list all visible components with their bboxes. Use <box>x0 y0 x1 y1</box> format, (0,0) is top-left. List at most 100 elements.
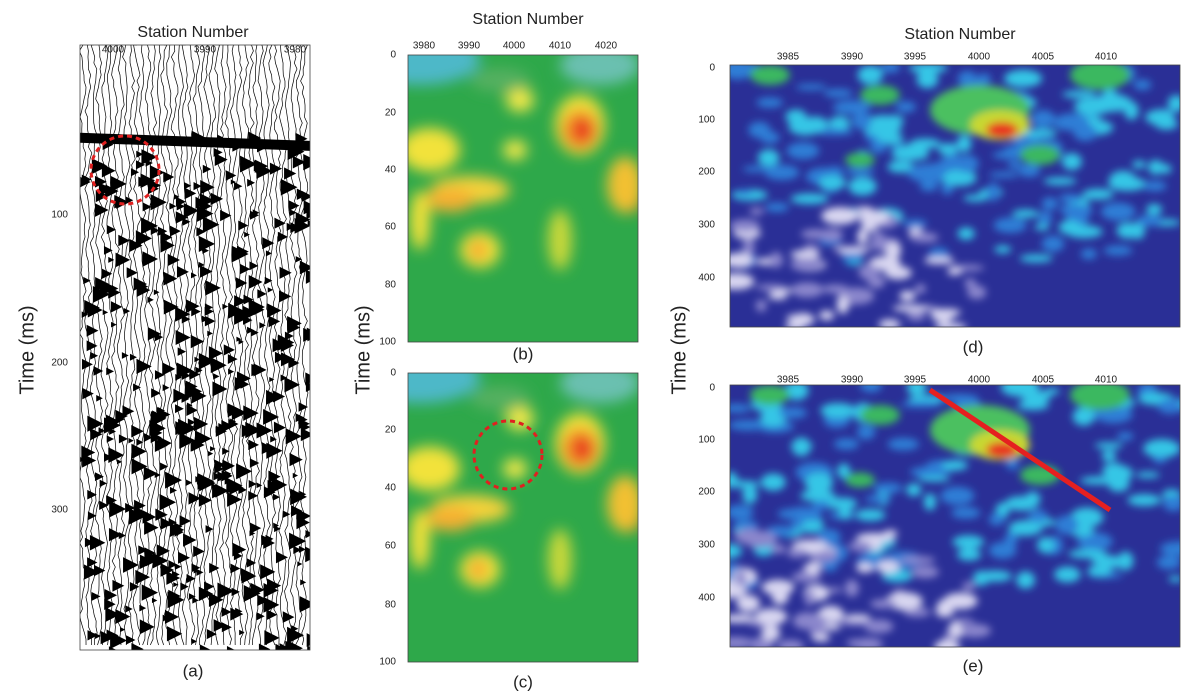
blob <box>805 561 822 575</box>
trace-fill <box>234 182 243 191</box>
blob <box>851 112 874 130</box>
trace-fill <box>99 479 107 487</box>
trace-fill <box>214 153 228 167</box>
trace-fill <box>123 307 131 315</box>
trace-fill <box>87 489 97 500</box>
trace-fill <box>246 558 257 568</box>
blob <box>934 322 967 327</box>
trace-fill <box>151 597 158 604</box>
trace-fill <box>122 405 135 418</box>
trace-fill <box>240 155 257 173</box>
x-tick-label: 3990 <box>841 375 864 386</box>
blob <box>876 560 900 573</box>
trace-fill <box>258 643 271 650</box>
trace-fill <box>131 425 144 438</box>
trace-fill <box>82 387 94 400</box>
trace-fill <box>261 442 274 455</box>
trace-fill <box>222 447 230 455</box>
blob <box>910 232 939 243</box>
trace-fill <box>165 471 182 489</box>
trace-fill <box>102 309 109 316</box>
trace-fill <box>142 510 157 524</box>
trace-fill <box>184 187 197 200</box>
blob <box>845 472 875 488</box>
blob <box>548 529 572 590</box>
trace-fill <box>274 351 287 364</box>
trace-fill <box>163 171 175 183</box>
blob <box>730 219 760 232</box>
trace-fill <box>139 554 153 568</box>
blob <box>790 441 813 450</box>
trace-fill <box>299 260 310 275</box>
blob <box>856 424 876 440</box>
blob <box>734 528 765 544</box>
y-tick-label: 100 <box>698 435 715 446</box>
trace-fill <box>305 381 310 393</box>
trace-fill <box>282 611 295 623</box>
trace-fill <box>162 384 170 392</box>
trace-fill <box>217 582 235 600</box>
trace-fill <box>263 408 280 425</box>
trace-fill <box>193 181 202 191</box>
blob <box>1072 407 1095 426</box>
blob <box>907 164 946 183</box>
blob <box>408 128 460 172</box>
trace-fill <box>155 508 168 521</box>
trace-fill <box>164 609 179 624</box>
trace-fill <box>243 405 259 421</box>
trace-fill <box>167 253 180 267</box>
blob <box>880 65 901 73</box>
blob <box>730 403 751 413</box>
blob <box>764 164 800 181</box>
blob <box>941 169 977 187</box>
trace-fill <box>154 332 164 342</box>
blob <box>869 533 882 551</box>
trace-fill <box>144 223 151 230</box>
trace-fill <box>129 238 143 253</box>
blob <box>470 240 486 260</box>
trace-fill <box>280 352 296 367</box>
trace-fill <box>295 413 305 423</box>
trace-fill <box>272 493 281 501</box>
blob <box>785 109 807 124</box>
blob <box>750 385 790 405</box>
trace-fill <box>169 486 178 494</box>
trace-fill <box>149 420 166 437</box>
trace-fill <box>292 155 306 169</box>
trace-fill <box>126 267 138 279</box>
trace-fill <box>99 182 107 190</box>
trace-fill <box>230 179 236 185</box>
trace-fill <box>106 367 114 376</box>
trace-fill <box>236 245 249 258</box>
trace-fill <box>279 266 292 279</box>
trace-fill <box>248 275 263 289</box>
y-tick-label: 80 <box>385 600 397 611</box>
blob <box>821 207 859 225</box>
blob <box>860 405 900 425</box>
trace-fill <box>221 606 232 617</box>
trace-fill <box>279 290 292 303</box>
blob <box>790 520 805 528</box>
blob <box>749 207 764 216</box>
y-tick-label: 40 <box>385 483 397 494</box>
blob <box>756 284 786 291</box>
trace-fill <box>293 545 302 555</box>
trace-fill <box>118 434 128 444</box>
blob <box>1017 400 1050 411</box>
trace-fill <box>87 557 98 568</box>
trace-fill <box>141 217 159 235</box>
trace-fill <box>86 324 99 337</box>
trace-fill <box>163 299 179 315</box>
trace-fill <box>210 357 227 374</box>
trace-fill <box>264 630 280 646</box>
blob <box>1054 566 1081 583</box>
blob <box>768 292 788 300</box>
trace-fill <box>160 462 169 471</box>
trace-fill <box>83 276 91 285</box>
trace-fill <box>175 404 184 414</box>
trace-fill <box>150 194 167 211</box>
trace-fill <box>141 149 158 165</box>
blob <box>1082 188 1114 200</box>
trend-line <box>928 387 1112 513</box>
blob <box>914 283 926 294</box>
